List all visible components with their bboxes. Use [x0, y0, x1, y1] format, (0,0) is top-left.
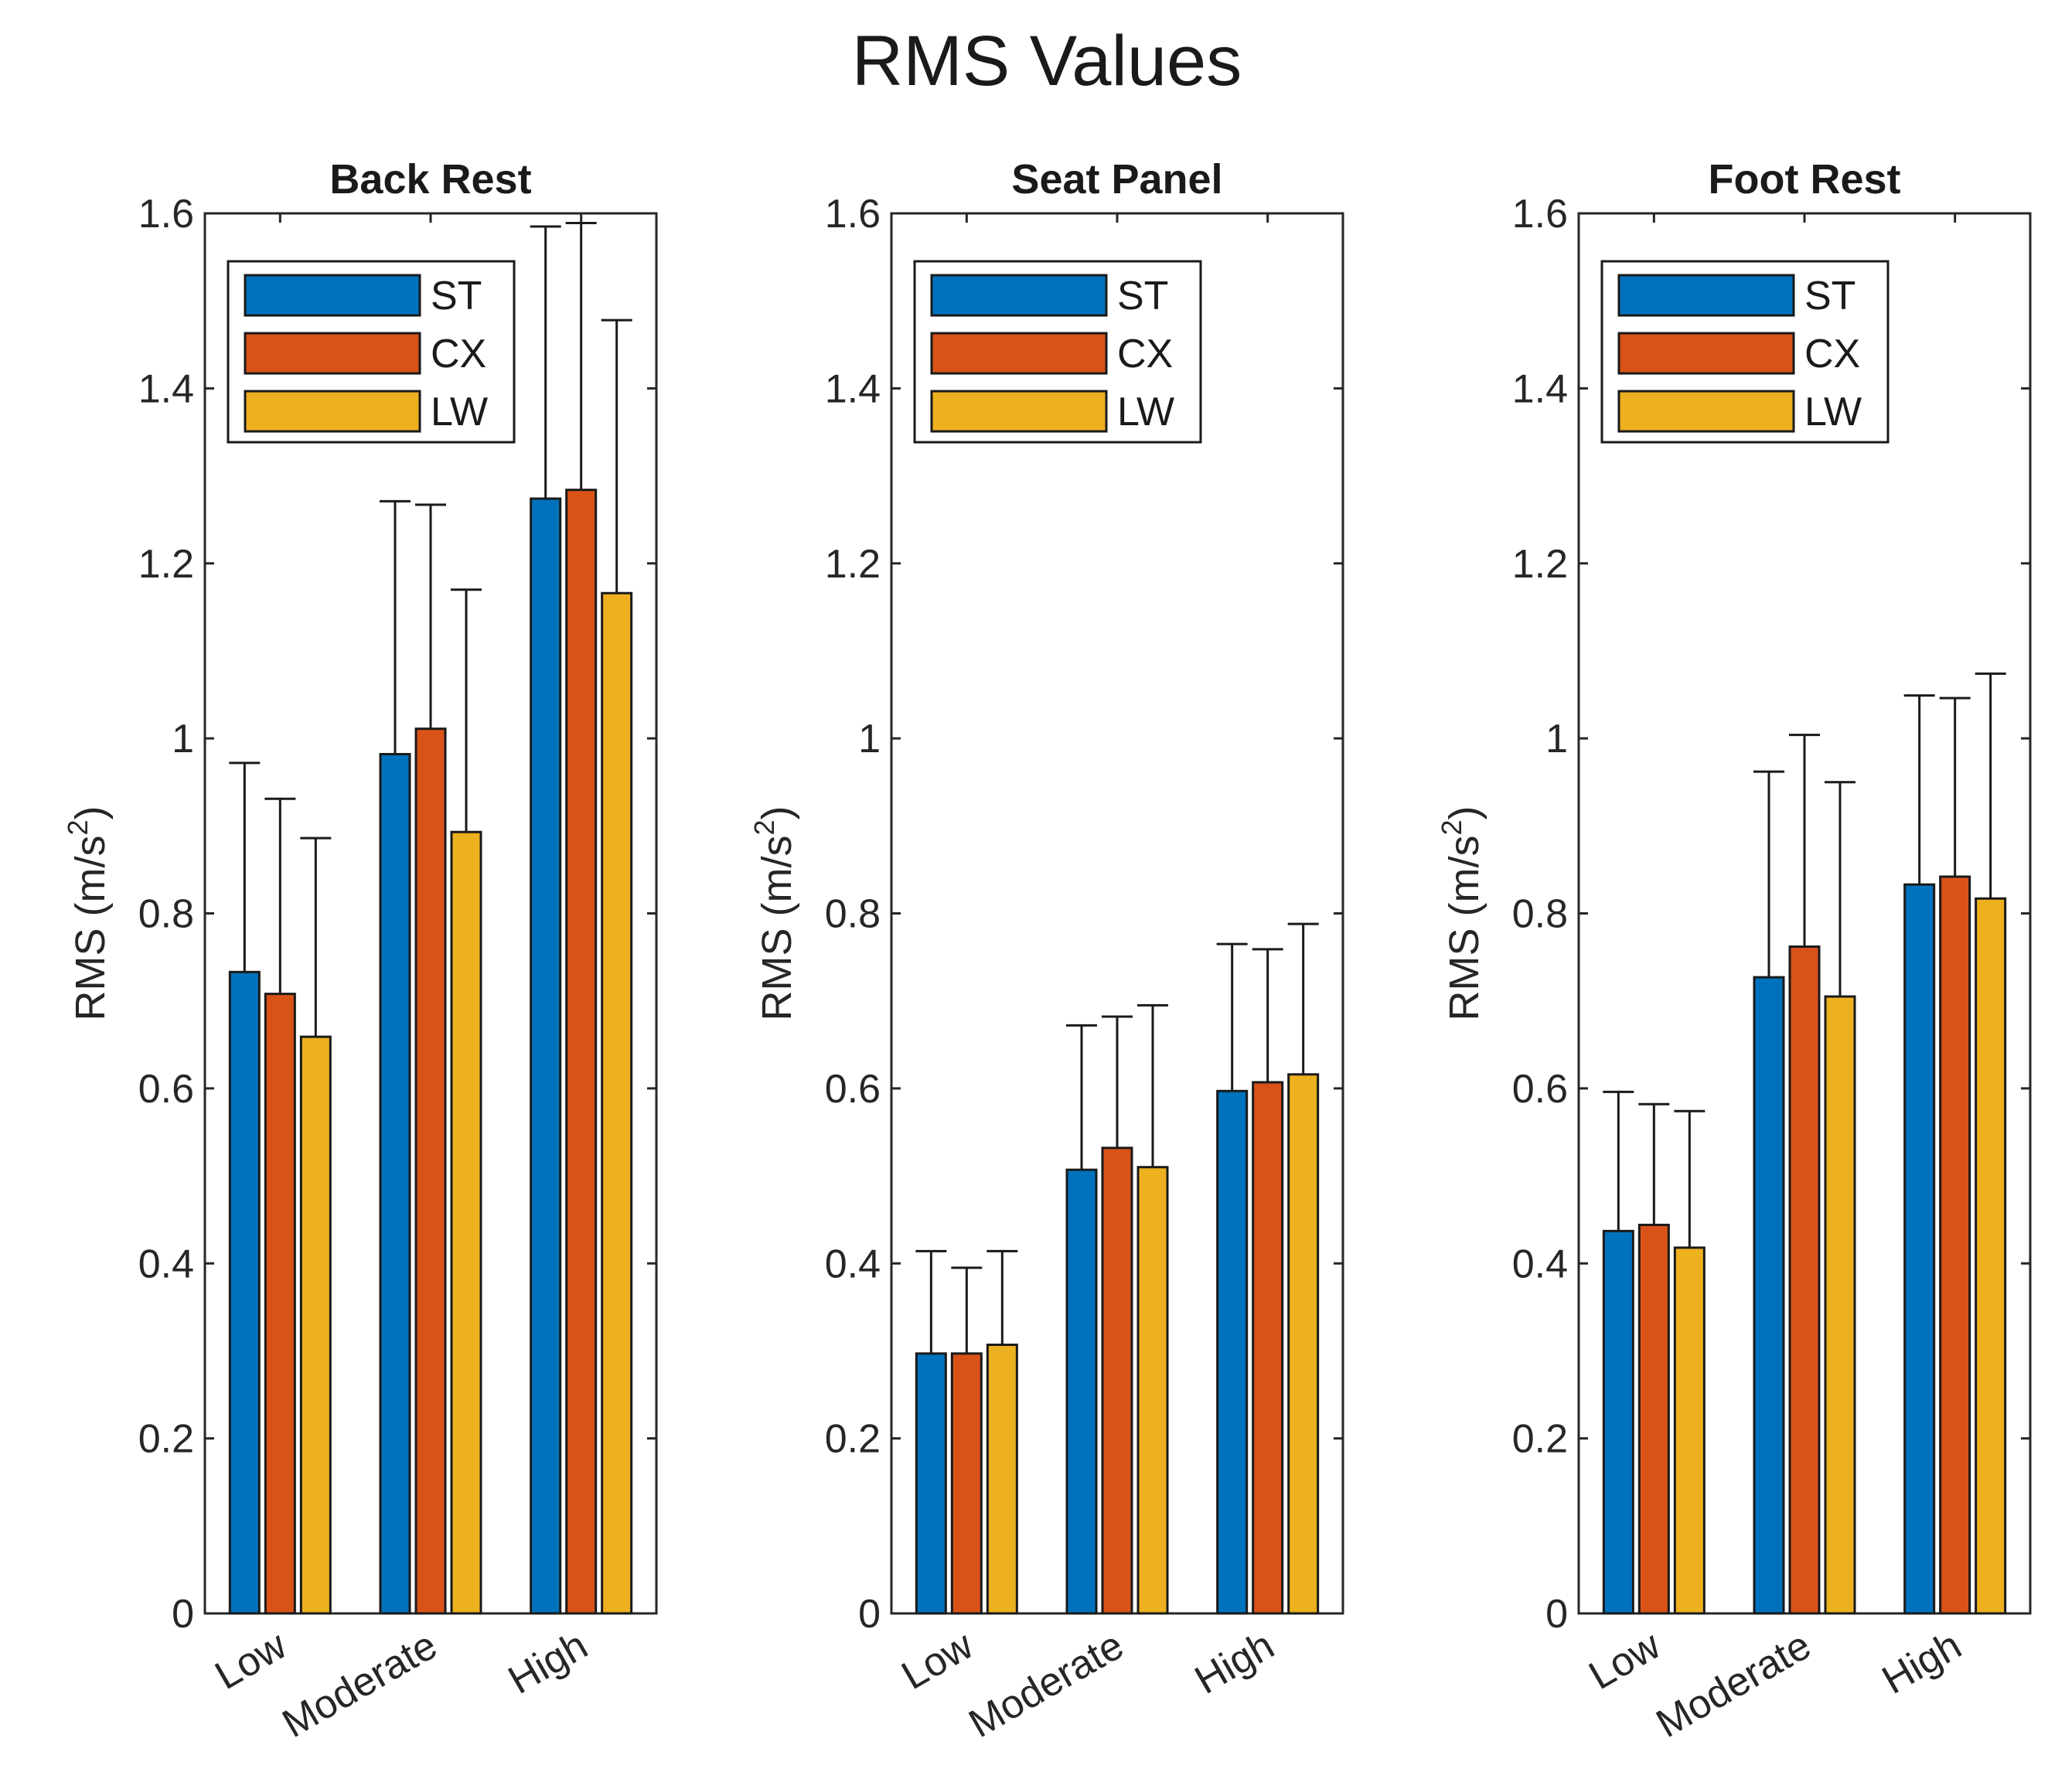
bar-lw-low [299, 1035, 332, 1615]
legend-swatch-st [244, 274, 421, 317]
bar-cx-moderate [1101, 1146, 1133, 1615]
legend-label-cx: CX [1117, 332, 1173, 376]
x-tick-label-moderate: Moderate [275, 1623, 445, 1746]
y-tick-label: 0.8 [138, 892, 194, 937]
x-tick-label-low: Low [895, 1623, 981, 1698]
y-tick-label: 1.2 [825, 542, 881, 587]
y-tick-label: 1.2 [1512, 542, 1568, 587]
bar-st-high [530, 497, 562, 1615]
bar-st-moderate [379, 752, 411, 1615]
bar-lw-low [1673, 1246, 1706, 1615]
legend-swatch-lw [930, 390, 1108, 433]
legend-swatch-lw [244, 390, 421, 433]
panel-title: Foot Rest [1709, 156, 1901, 203]
y-tick-label: 0.8 [825, 892, 881, 937]
y-tick-label: 0 [172, 1592, 194, 1637]
bar-lw-moderate [450, 830, 482, 1615]
y-tick-label: 0.4 [1512, 1242, 1568, 1286]
panel-title: Back Rest [329, 156, 531, 203]
y-tick-label: 0.2 [1512, 1417, 1568, 1462]
legend-label-st: ST [1804, 274, 1855, 319]
y-tick-label: 0.2 [138, 1417, 194, 1462]
legend: ST CX LW [913, 260, 1202, 444]
bar-lw-high [601, 591, 633, 1615]
legend-label-st: ST [431, 274, 482, 319]
y-tick-label: 1.4 [138, 366, 194, 411]
bar-st-low [1602, 1229, 1634, 1615]
y-tick-label: 1.6 [1512, 192, 1568, 237]
panel-back-rest: Back Rest 0 0.2 0.4 0.6 0.8 1 1.2 1.4 1.6 RMS (m/s… [62, 156, 658, 1746]
bar-cx-moderate [414, 727, 447, 1615]
legend-label-lw: LW [1117, 390, 1174, 434]
legend-swatch-cx [930, 332, 1108, 375]
legend: ST CX LW [227, 260, 516, 444]
y-tick-label: 0 [858, 1592, 881, 1637]
x-tick-label-low: Low [1582, 1623, 1668, 1698]
y-tick-label: 0.4 [825, 1242, 881, 1286]
panel-seat-panel: Seat Panel 0 0.2 0.4 0.6 0.8 1 1.2 1.4 1.6 RMS (m/… [748, 156, 1344, 1746]
legend-swatch-st [1617, 274, 1795, 317]
bar-lw-moderate [1136, 1166, 1169, 1615]
bar-lw-high [1975, 897, 2007, 1615]
y-tick-label: 0.6 [825, 1067, 881, 1112]
bar-st-low [228, 970, 261, 1615]
y-tick-label: 0.6 [1512, 1067, 1568, 1112]
x-tick-label-high: High [501, 1623, 595, 1703]
x-tick-label-moderate: Moderate [962, 1623, 1131, 1746]
y-tick-label: 0.8 [1512, 892, 1568, 937]
legend-label-lw: LW [431, 390, 488, 434]
legend-swatch-lw [1617, 390, 1795, 433]
y-tick-label: 0 [1545, 1592, 1568, 1637]
legend-swatch-st [930, 274, 1108, 317]
y-tick-label: 0.2 [825, 1417, 881, 1462]
y-tick-label: 1 [172, 717, 194, 761]
bar-cx-high [1252, 1081, 1284, 1615]
bar-st-low [915, 1352, 947, 1615]
figure-title: RMS Values [852, 22, 1242, 101]
legend-swatch-cx [244, 332, 421, 375]
x-tick-label-moderate: Moderate [1649, 1623, 1818, 1746]
legend-label-cx: CX [1804, 332, 1860, 376]
y-tick-label: 1 [1545, 717, 1568, 761]
bar-cx-low [264, 993, 296, 1615]
y-axis-label: RMS (m/s2) [1436, 806, 1487, 1021]
y-tick-label: 0.4 [138, 1242, 194, 1286]
x-tick-label-low: Low [208, 1623, 295, 1698]
y-axis-label: RMS (m/s2) [748, 806, 800, 1021]
y-tick-label: 1.4 [1512, 366, 1568, 411]
y-tick-label: 1.6 [825, 192, 881, 237]
legend: ST CX LW [1600, 260, 1890, 444]
bar-lw-low [986, 1344, 1018, 1615]
x-tick-label-high: High [1188, 1623, 1282, 1703]
bar-st-high [1216, 1089, 1249, 1615]
panels: Back Rest 0 0.2 0.4 0.6 0.8 1 1.2 1.4 1.6 RMS (m/s… [62, 156, 2032, 1746]
x-tick-label-high: High [1875, 1623, 1969, 1703]
legend-label-cx: CX [431, 332, 486, 376]
bar-cx-low [950, 1352, 983, 1615]
bar-cx-low [1637, 1223, 1670, 1615]
panel-title: Seat Panel [1011, 156, 1222, 203]
legend-label-st: ST [1117, 274, 1168, 319]
bar-cx-high [1939, 875, 1971, 1615]
legend-label-lw: LW [1804, 390, 1862, 434]
bar-st-moderate [1753, 976, 1785, 1615]
legend-swatch-cx [1617, 332, 1795, 375]
bar-st-moderate [1065, 1168, 1098, 1615]
bar-cx-high [565, 489, 598, 1615]
y-tick-label: 1.2 [138, 542, 194, 587]
y-tick-label: 1 [858, 717, 881, 761]
bar-lw-moderate [1824, 995, 1856, 1615]
y-axis-label: RMS (m/s2) [62, 806, 114, 1021]
y-tick-label: 0.6 [138, 1067, 194, 1112]
panel-foot-rest: Foot Rest 0 0.2 0.4 0.6 0.8 1 1.2 1.4 1.6 RMS (m/s… [1436, 156, 2032, 1746]
y-tick-label: 1.6 [138, 192, 194, 237]
bar-st-high [1903, 883, 1936, 1615]
bar-lw-high [1287, 1073, 1320, 1615]
y-tick-label: 1.4 [825, 366, 881, 411]
bar-cx-moderate [1788, 945, 1821, 1615]
